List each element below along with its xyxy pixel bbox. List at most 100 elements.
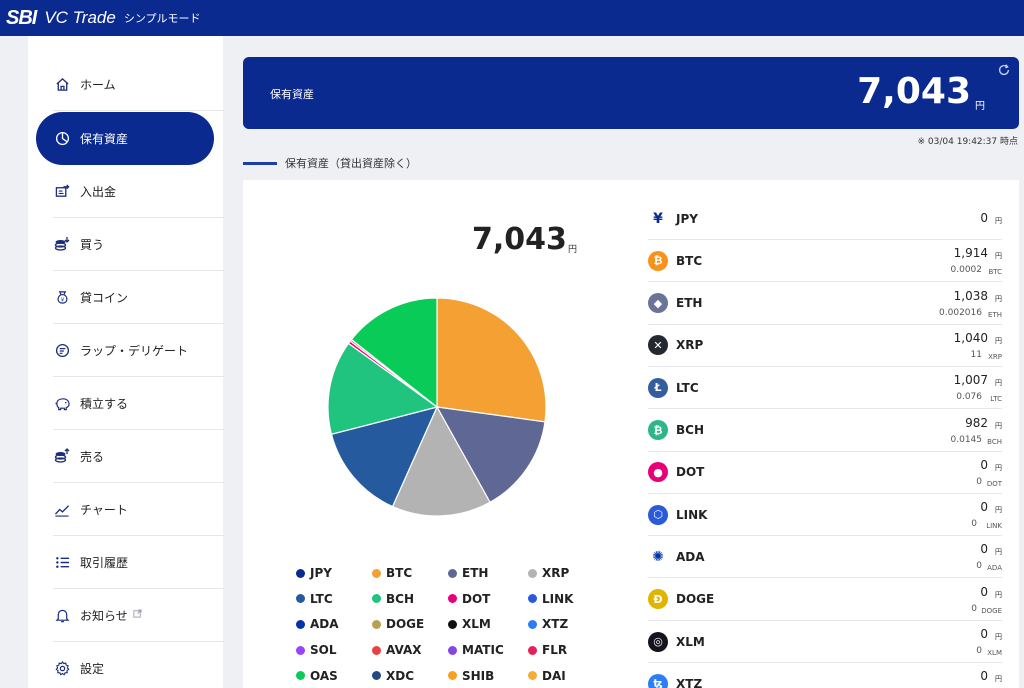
sidebar-item-label: お知らせ [80, 608, 128, 623]
coin-row-xrp[interactable]: ✕ XRP 1,040 円 11 XRP [648, 325, 1002, 367]
coin-quantity-unit: XRP [988, 352, 1002, 361]
bell-icon [53, 606, 71, 624]
coin-jpy-value: 1,040 [953, 330, 988, 345]
sidebar-item-label: 設定 [80, 662, 105, 676]
doge-icon: Ð [648, 589, 668, 610]
bch-icon: ₿ [648, 420, 668, 440]
pie-slice-ltc [330, 406, 439, 508]
coin-quantity: 0 [976, 476, 982, 487]
logo-vc-trade: VC Trade [44, 8, 116, 27]
sidebar-item-chart[interactable]: チャート [53, 483, 225, 536]
coin-row-xlm[interactable]: ◎ XLM 0 円 0 XLM [648, 621, 1002, 663]
legend-item-doge: DOGE [372, 617, 424, 631]
coin-quantity-unit: LINK [986, 522, 1002, 531]
sidebar-item-wrap-delegate[interactable]: ラップ・デリゲート [53, 324, 225, 377]
sidebar-item-accumulate[interactable]: 積立する [53, 377, 225, 430]
app-logo[interactable]: SBI VC Trade シンプルモード [6, 7, 201, 30]
section-title: 保有資産（貸出資産除く） [285, 157, 417, 170]
refresh-icon[interactable] [997, 63, 1011, 81]
as-of-timestamp: ※ 03/04 19:42:37 時点 [917, 137, 1018, 147]
pie-slice-xrp [391, 405, 491, 517]
home-icon [53, 75, 71, 93]
coin-quantity-unit: DOT [986, 479, 1002, 488]
coin-row-bch[interactable]: ₿ BCH 982 円 0.0145 BCH [648, 410, 1002, 452]
sidebar-item-label: 入出金 [80, 184, 117, 199]
legend-swatch [528, 594, 537, 604]
coin-jpy-value: 0 [980, 627, 988, 641]
legend-item-link: LINK [528, 592, 573, 606]
lend-bag-icon: ¥ [53, 288, 71, 306]
legend-swatch [448, 645, 457, 655]
sidebar-item-home[interactable]: ホーム [53, 58, 225, 111]
sell-coins-icon [53, 447, 71, 465]
coin-jpy-value: 0 [980, 500, 988, 515]
legend-label: LINK [542, 591, 574, 606]
coin-jpy-value: 0 [980, 584, 988, 599]
total-assets-card: 保有資産 7,043 円 [243, 57, 1019, 129]
coin-row-jpy[interactable]: ¥ JPY 0 円 [648, 198, 1002, 240]
yen-icon: ¥ [648, 208, 668, 229]
sidebar-item-label: 積立する [80, 396, 129, 411]
legend-swatch [372, 594, 381, 604]
logo-sbi: SBI [6, 6, 37, 29]
sidebar-item-holdings[interactable]: 保有資産 [36, 112, 214, 165]
coin-row-ltc[interactable]: Ł LTC 1,007 円 0.076 LTC [648, 367, 1002, 410]
coin-jpy-unit: 円 [995, 590, 1002, 599]
coin-jpy-unit: 円 [995, 506, 1002, 515]
top-bar: SBI VC Trade シンプルモード [0, 0, 1024, 36]
svg-text:¥: ¥ [60, 297, 64, 303]
legend-item-btc: BTC [372, 566, 412, 580]
coin-quantity: 0 [971, 603, 977, 614]
sidebar-item-label: 保有資産 [80, 132, 129, 146]
coin-quantity-unit: DOGE [981, 606, 1002, 615]
legend-label: ETH [462, 566, 489, 580]
section-header: 保有資産（貸出資産除く） [243, 155, 417, 171]
buy-coins-icon [53, 235, 71, 253]
sidebar-item-buy[interactable]: 買う [53, 218, 225, 271]
coin-row-dot[interactable]: ● DOT 0 円 0 DOT [648, 452, 1002, 494]
legend-swatch [528, 619, 537, 629]
legend-swatch [296, 619, 305, 629]
legend-label: BCH [386, 591, 414, 606]
coin-name: LINK [676, 507, 708, 522]
sidebar-item-sell[interactable]: 売る [53, 430, 225, 483]
legend-item-matic: MATIC [448, 643, 504, 657]
legend-label: DOT [462, 591, 491, 606]
sidebar-item-history[interactable]: 取引履歴 [53, 536, 225, 589]
legend-swatch [528, 568, 537, 578]
sidebar-item-settings[interactable]: 設定 [53, 642, 225, 688]
coin-jpy-value: 982 [965, 415, 988, 430]
sidebar-item-notices[interactable]: お知らせ [53, 589, 225, 642]
coin-jpy-unit: 円 [995, 294, 1002, 303]
legend-label: MATIC [462, 643, 504, 658]
coin-quantity-unit: XLM [987, 649, 1002, 657]
legend-swatch [448, 594, 457, 604]
dot-icon: ● [648, 462, 668, 483]
legend-item-ada: ADA [296, 617, 339, 631]
coin-row-btc[interactable]: ₿ BTC 1,914 円 0.0002 BTC [648, 240, 1002, 283]
line-chart-icon [53, 500, 71, 518]
sidebar-item-label: ラップ・デリゲート [80, 343, 189, 358]
coin-quantity: 0.076 [956, 392, 982, 403]
coin-row-xtz[interactable]: ꜩXTZ0円0 [648, 663, 1002, 688]
xrp-icon: ✕ [648, 335, 668, 356]
coin-jpy-unit: 円 [995, 421, 1002, 430]
sidebar-item-label: 売る [80, 449, 105, 464]
pie-slice-oas [350, 297, 438, 409]
sidebar-item-label: 取引履歴 [80, 555, 129, 570]
xlm-icon: ◎ [648, 631, 668, 652]
coin-jpy-value: 1,038 [953, 288, 988, 303]
coin-row-eth[interactable]: ◆ ETH 1,038 円 0.002016 ETH [648, 283, 1002, 325]
legend-label: XDC [386, 668, 415, 683]
sidebar-item-lend[interactable]: ¥ 貸コイン [53, 271, 225, 324]
section-accent-bar [243, 161, 277, 165]
legend-item-xdc: XDC [372, 669, 414, 683]
legend-item-avax: AVAX [372, 643, 421, 657]
sidebar-item-deposit-withdraw[interactable]: 入出金 [53, 165, 225, 218]
coin-row-ada[interactable]: ✺ ADA 0 円 0 ADA [648, 536, 1002, 579]
legend-label: JPY [310, 566, 332, 580]
coin-row-link[interactable]: ⬡ LINK 0 円 0 LINK [648, 494, 1002, 537]
coin-name: XLM [676, 634, 705, 649]
legend-label: FLR [542, 643, 568, 658]
coin-row-doge[interactable]: Ð DOGE 0 円 0 DOGE [648, 579, 1002, 621]
